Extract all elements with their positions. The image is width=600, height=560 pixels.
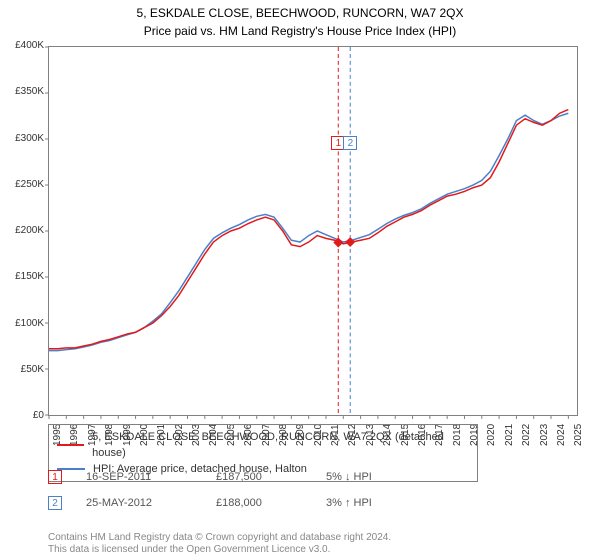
- sale-index-badge: 2: [48, 496, 62, 510]
- sale-diff-suffix: HPI: [354, 497, 372, 509]
- y-axis-tick-label: £350K: [0, 86, 44, 97]
- attribution: Contains HM Land Registry data © Crown c…: [48, 532, 391, 556]
- sale-diff: 3% ↑ HPI: [326, 497, 372, 509]
- chart-svg: [49, 47, 577, 415]
- arrow-up-icon: ↑: [345, 497, 351, 509]
- x-axis-tick-label: 2024: [556, 424, 567, 446]
- sale-index-badge: 1: [48, 470, 62, 484]
- legend-row: 5, ESKDALE CLOSE, BEECHWOOD, RUNCORN, WA…: [57, 429, 469, 461]
- chart-plot-area: [48, 46, 578, 416]
- chart-subtitle: Price paid vs. HM Land Registry's House …: [0, 20, 600, 44]
- arrow-down-icon: ↓: [345, 471, 351, 483]
- x-axis-tick-label: 2025: [573, 424, 584, 446]
- x-axis-tick-label: 2020: [486, 424, 497, 446]
- x-axis-tick-label: 2022: [521, 424, 532, 446]
- marker-index-badge: 2: [343, 136, 357, 150]
- x-axis-tick-label: 2021: [504, 424, 515, 446]
- x-axis-tick-label: 2023: [539, 424, 550, 446]
- y-axis-tick-label: £300K: [0, 133, 44, 144]
- attribution-line-1: Contains HM Land Registry data © Crown c…: [48, 532, 391, 544]
- legend-label-1: 5, ESKDALE CLOSE, BEECHWOOD, RUNCORN, WA…: [92, 429, 469, 461]
- sale-diff-suffix: HPI: [354, 471, 372, 483]
- y-axis-tick-label: £150K: [0, 271, 44, 282]
- y-axis-tick-label: £200K: [0, 225, 44, 236]
- chart-title: 5, ESKDALE CLOSE, BEECHWOOD, RUNCORN, WA…: [0, 0, 600, 20]
- y-axis-tick-label: £0: [0, 410, 44, 421]
- sale-date: 25-MAY-2012: [86, 497, 216, 509]
- sale-date: 16-SEP-2011: [86, 471, 216, 483]
- legend-swatch-1: [57, 444, 84, 446]
- y-axis-tick-label: £400K: [0, 40, 44, 51]
- y-axis-tick-label: £100K: [0, 318, 44, 329]
- sale-diff-pct: 5%: [326, 471, 342, 483]
- y-axis-tick-label: £250K: [0, 179, 44, 190]
- sale-diff-pct: 3%: [326, 497, 342, 509]
- y-axis-tick-label: £50K: [0, 364, 44, 375]
- attribution-line-2: This data is licensed under the Open Gov…: [48, 544, 391, 556]
- sale-diff: 5% ↓ HPI: [326, 471, 372, 483]
- sale-price: £188,000: [216, 497, 326, 509]
- sale-price: £187,500: [216, 471, 326, 483]
- sale-row: 1 16-SEP-2011 £187,500 5% ↓ HPI: [48, 470, 578, 484]
- sale-row: 2 25-MAY-2012 £188,000 3% ↑ HPI: [48, 496, 578, 510]
